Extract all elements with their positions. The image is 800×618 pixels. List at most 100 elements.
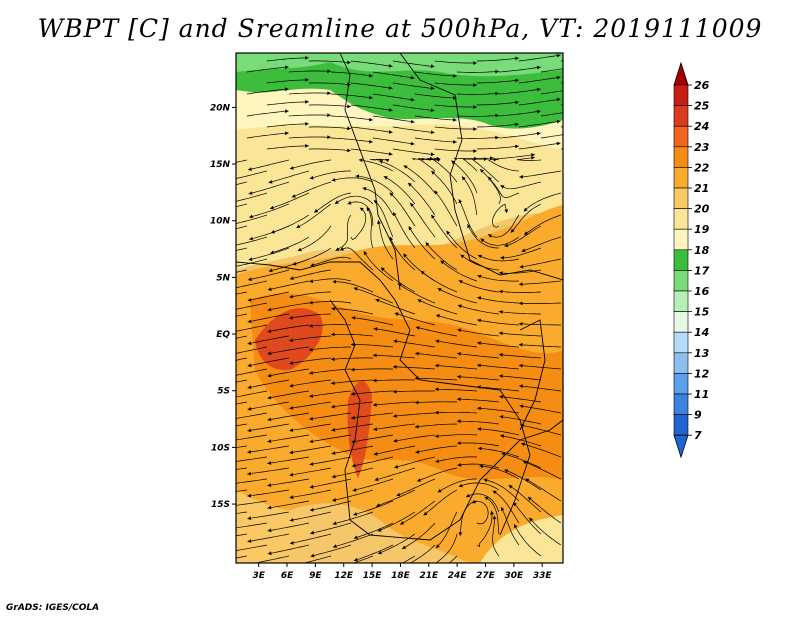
streamline <box>377 511 416 532</box>
streamline-arrow <box>519 404 524 409</box>
streamline-arrow <box>599 98 603 102</box>
streamline <box>458 482 500 491</box>
streamline-arrow <box>435 339 440 344</box>
streamline <box>414 115 457 121</box>
streamline <box>236 280 267 289</box>
streamline-arrow <box>309 300 313 305</box>
streamline-arrow <box>327 91 331 96</box>
map-title: WBPT [C] and Sreamline at 500hPa, VT: 20… <box>37 14 763 43</box>
streamline-arrow <box>457 304 462 309</box>
streamline-arrow <box>373 427 378 431</box>
streamline-arrow <box>435 434 439 438</box>
streamline <box>353 500 394 516</box>
streamline-arrow <box>305 56 309 60</box>
streamline-arrow <box>267 307 272 312</box>
streamline <box>267 456 309 464</box>
streamline-arrow <box>285 65 289 70</box>
streamline <box>435 511 458 549</box>
colorbar-label: 9 <box>694 409 702 422</box>
streamline-arrow <box>519 363 523 368</box>
streamline-arrow <box>579 109 583 113</box>
streamline <box>267 434 309 443</box>
streamline <box>236 533 247 537</box>
colorbar-label: 26 <box>694 79 710 92</box>
streamline-arrow <box>335 247 340 251</box>
streamline <box>308 324 351 327</box>
wbpt-band-22 <box>250 293 563 480</box>
lon-label: 18E <box>391 571 411 581</box>
streamline-arrow <box>226 397 230 401</box>
streamline <box>332 533 374 548</box>
streamline <box>470 158 500 183</box>
streamline-arrow <box>267 395 272 400</box>
streamline-arrow <box>453 140 457 144</box>
streamline-arrow <box>437 288 442 292</box>
streamline-arrow <box>495 69 499 74</box>
streamline-arrow <box>479 464 483 469</box>
streamline <box>410 202 436 238</box>
streamline <box>331 308 373 315</box>
streamline <box>236 269 247 273</box>
streamline-arrow <box>394 464 399 469</box>
streamline-arrow <box>247 471 252 476</box>
streamline-arrow <box>435 459 440 463</box>
streamline <box>267 544 309 555</box>
lon-label: 24E <box>448 571 468 581</box>
streamline <box>560 104 563 106</box>
streamline-arrow <box>206 232 210 236</box>
streamline-arrow <box>206 364 210 368</box>
streamline-arrow <box>415 424 419 429</box>
streamline <box>457 376 499 381</box>
streamline <box>518 280 561 285</box>
streamline <box>289 467 331 476</box>
streamline-arrow <box>504 469 509 473</box>
lon-label: 33E <box>533 571 553 581</box>
streamline <box>247 533 289 542</box>
streamline <box>393 340 435 348</box>
country-borders <box>236 53 563 541</box>
lon-label: 6E <box>281 571 294 581</box>
streamline <box>236 159 247 163</box>
streamline <box>375 299 416 315</box>
streamline-arrow <box>327 135 331 140</box>
streamline-arrow <box>285 87 289 92</box>
colorbar-label: 20 <box>694 203 710 216</box>
streamline <box>498 66 541 73</box>
streamline-arrow <box>309 484 314 489</box>
streamline-arrow <box>309 371 313 375</box>
streamline <box>377 220 394 260</box>
streamline <box>236 423 247 427</box>
streamline <box>236 390 267 398</box>
streamline <box>401 522 436 550</box>
streamline-arrow <box>501 507 505 512</box>
streamline <box>236 214 268 224</box>
streamline <box>247 291 289 301</box>
streamline-arrow <box>249 236 253 241</box>
streamline-arrow <box>248 191 253 195</box>
streamline-arrow <box>492 515 497 520</box>
streamline-arrow <box>410 97 415 102</box>
streamline-arrow <box>226 353 230 357</box>
streamline-arrow <box>309 347 313 352</box>
streamline-arrow <box>457 463 462 467</box>
streamline-arrow <box>377 220 381 225</box>
streamline <box>476 79 519 84</box>
streamline <box>246 66 289 73</box>
streamline <box>467 224 499 249</box>
streamline-arrow <box>434 410 439 415</box>
colorbar-swatch <box>673 270 689 292</box>
streamline <box>414 401 457 403</box>
streamline <box>383 175 416 205</box>
streamline <box>289 159 331 170</box>
streamline-arrow <box>331 332 335 337</box>
streamline-arrow <box>385 158 390 163</box>
streamline <box>330 137 373 143</box>
wbpt-band-20-sw <box>236 490 308 563</box>
colorbar-label: 13 <box>694 347 710 360</box>
streamline <box>416 467 457 482</box>
streamline-arrow <box>347 148 351 153</box>
streamline <box>351 456 393 467</box>
streamline-arrow <box>515 144 519 149</box>
streamline-arrow <box>369 139 373 144</box>
streamline <box>289 357 331 364</box>
